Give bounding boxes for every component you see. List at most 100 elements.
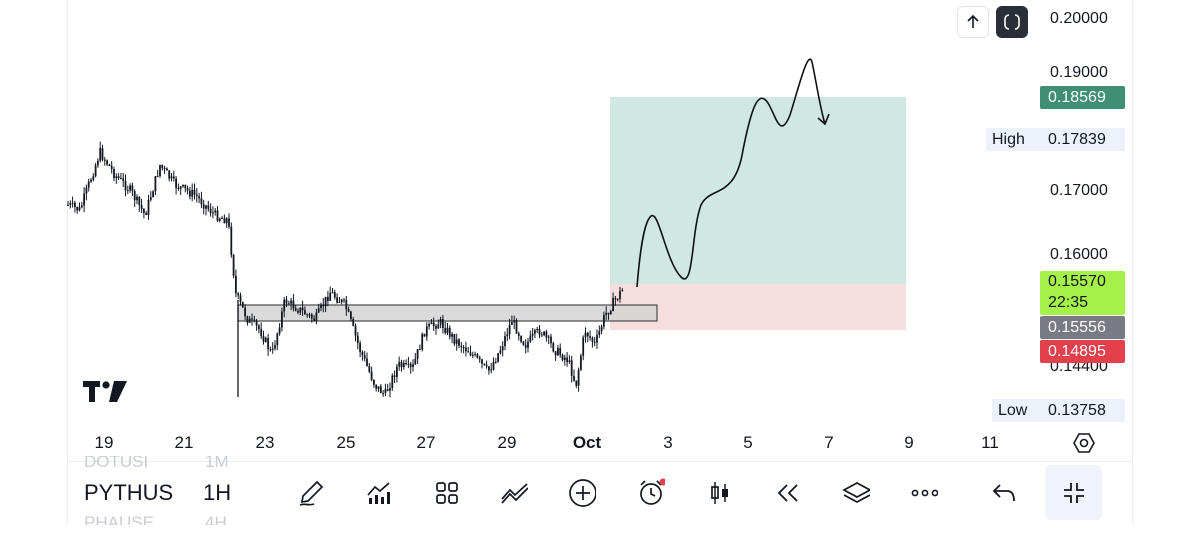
candle-body (237, 293, 240, 296)
settings-hexagon-icon (1073, 433, 1095, 453)
more-button[interactable] (910, 479, 938, 507)
interval-selector[interactable]: 1H (203, 480, 232, 505)
alarm-clock-icon (640, 478, 665, 505)
candle-body (147, 199, 150, 215)
candle-body (619, 291, 621, 299)
plus-circle-icon (569, 479, 596, 507)
candle-body (320, 304, 322, 309)
symbol-selector[interactable]: PYTHUS (84, 480, 174, 505)
candlestick-series (67, 141, 624, 398)
object-tree-button[interactable] (842, 479, 870, 507)
candle-body (138, 196, 141, 205)
candle-body (195, 194, 198, 197)
indicators-button[interactable] (365, 479, 393, 507)
rewind-icon (777, 484, 798, 502)
candle-body (412, 364, 414, 368)
compare-button[interactable] (500, 479, 528, 507)
candle-body (529, 335, 532, 342)
candle-body (161, 164, 164, 168)
candle-body (85, 187, 88, 194)
candle-body (212, 212, 214, 214)
candle-body (154, 176, 157, 192)
candle-body (244, 307, 246, 317)
undo-button[interactable] (990, 479, 1018, 507)
candle-body (439, 319, 442, 325)
candle-body (442, 319, 444, 329)
candle-body (425, 326, 428, 337)
candle-body (462, 347, 465, 349)
candle-body (189, 190, 191, 197)
candle-body (527, 341, 529, 348)
candle-body (255, 320, 258, 326)
chart-settings-button[interactable] (1073, 432, 1095, 459)
candle-body (310, 314, 313, 319)
candle-body (488, 366, 490, 371)
candle-body (287, 303, 290, 305)
current-price-tag: 0.15570 22:35 (1040, 271, 1125, 315)
candle-body (200, 198, 203, 205)
candle-body (612, 298, 614, 312)
alerts-button[interactable] (637, 478, 665, 507)
candle-body (398, 362, 401, 367)
candle-body (241, 301, 244, 308)
candle-body (543, 331, 545, 336)
candle-body (333, 292, 336, 298)
candle-body (159, 164, 161, 176)
toolbar-divider (67, 461, 1133, 462)
candle-body (292, 300, 295, 309)
candle-body (290, 300, 292, 304)
candle-body (568, 360, 571, 362)
candle-body (352, 319, 355, 326)
candle-body (299, 307, 302, 313)
candle-body (402, 362, 405, 368)
candle-body (566, 357, 568, 362)
candle-body (225, 218, 228, 224)
scroll-to-top-button[interactable] (957, 6, 989, 38)
candle-body (474, 354, 476, 356)
candle-body (481, 359, 483, 364)
candle-body (297, 310, 299, 313)
high-value: 0.17839 (1040, 128, 1125, 151)
candle-body (407, 363, 410, 365)
candle-body (614, 298, 617, 300)
projection-path-drawing[interactable] (636, 58, 826, 288)
candle-body (168, 170, 171, 179)
candle-body (253, 319, 256, 321)
loss-zone[interactable] (610, 284, 906, 330)
candle-body (198, 196, 200, 199)
candle-body (478, 357, 481, 360)
fullscreen-toggle-button[interactable] (996, 6, 1028, 38)
candle-body (396, 366, 398, 377)
candle-body (274, 345, 276, 349)
date-label: 27 (416, 433, 436, 452)
candle-body (460, 345, 463, 348)
support-zone-rectangle[interactable] (237, 304, 658, 322)
low-value: 0.13758 (1040, 399, 1125, 422)
candle-body (573, 375, 575, 381)
layouts-button[interactable] (433, 479, 461, 507)
replay-button[interactable] (774, 479, 802, 507)
date-label: 29 (497, 433, 517, 452)
candle-body (269, 349, 272, 351)
chart-type-button[interactable] (706, 479, 734, 507)
candle-body (363, 355, 366, 359)
candle-body (586, 332, 589, 337)
candle-body (216, 210, 219, 221)
candle-body (584, 332, 587, 338)
candle-body (419, 349, 421, 351)
exit-fullscreen-button[interactable] (1045, 465, 1102, 520)
candle-body (87, 181, 90, 188)
candle-body (370, 371, 373, 380)
candle-body (368, 365, 371, 372)
add-symbol-button[interactable] (568, 479, 596, 507)
profit-zone[interactable] (610, 97, 906, 284)
drawing-tools-button[interactable] (297, 479, 325, 507)
candle-body (598, 331, 601, 335)
candle-body (99, 148, 102, 161)
candle-body (94, 165, 97, 177)
grid-icon (436, 482, 458, 504)
candle-body (524, 344, 527, 348)
candle-body (545, 331, 548, 338)
candle-body (285, 299, 288, 304)
